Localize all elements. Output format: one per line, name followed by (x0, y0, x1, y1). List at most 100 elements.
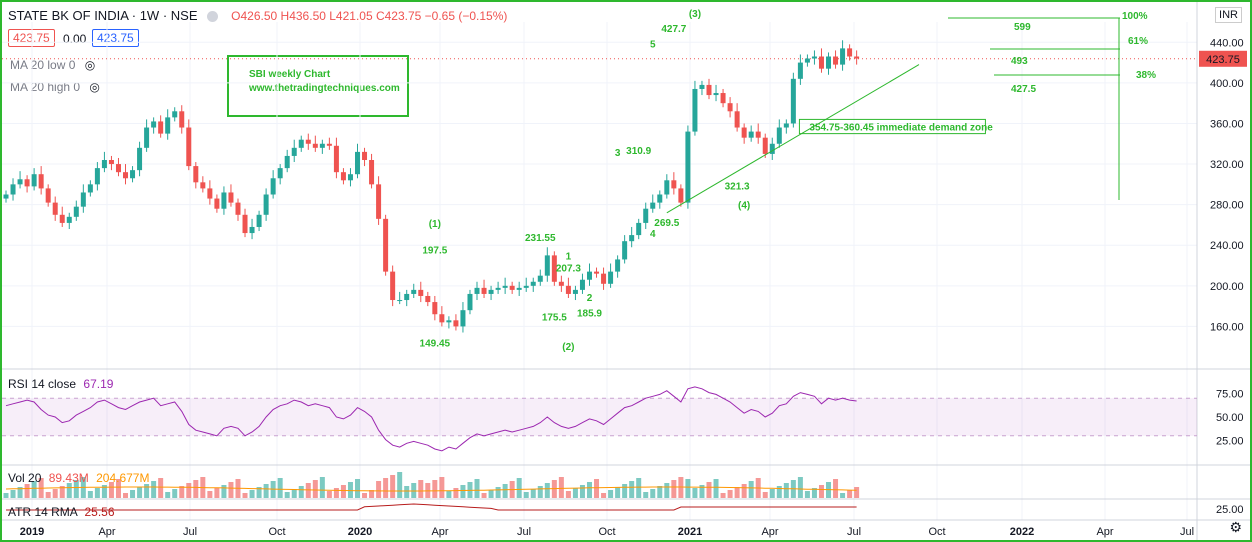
volume-bar (762, 492, 768, 498)
candle-body (790, 78, 796, 124)
volume-bar (643, 492, 649, 498)
candle-body (172, 111, 178, 118)
volume-bar (797, 477, 803, 498)
volume-ma-line (5, 486, 857, 492)
volume-bar (713, 479, 719, 498)
volume-bar (404, 486, 410, 498)
fib-label: 427.5 (1011, 84, 1036, 95)
candle-body (818, 56, 824, 69)
candle-body (263, 194, 269, 215)
candle-body (439, 314, 445, 323)
volume-bar (207, 491, 213, 498)
volume-bar (326, 491, 332, 498)
candle-body (776, 127, 782, 144)
candle-body (221, 192, 227, 209)
y-tick-label: 360.00 (1210, 118, 1244, 130)
volume-bar (17, 487, 23, 498)
atr-value: 25.56 (84, 505, 115, 519)
rsi-legend[interactable]: RSI 14 close 67.19 (8, 377, 113, 391)
candle-body (833, 56, 839, 65)
candle-body (87, 184, 93, 193)
volume-bar (144, 484, 150, 498)
candle-body (854, 56, 860, 59)
candle-body (340, 172, 346, 181)
wave-label: (4) (738, 201, 750, 212)
x-tick-label: 2020 (348, 526, 372, 538)
wave-label: 1 (566, 251, 572, 262)
fib-label: 61% (1128, 36, 1148, 47)
candle-body (165, 117, 171, 134)
candle-body (383, 218, 389, 272)
candle-body (123, 172, 129, 179)
atr-legend[interactable]: ATR 14 RMA 25.56 (8, 505, 115, 519)
volume-bar (481, 493, 487, 498)
candle-body (797, 62, 803, 79)
bid-pill[interactable]: 423.75 (8, 29, 55, 47)
volume-bar (523, 492, 529, 498)
candle-body (207, 188, 213, 199)
ohlc-values: O426.50 H436.50 L421.05 C423.75 −0.65 (−… (231, 9, 508, 23)
candle-body (643, 208, 649, 223)
candle-body (249, 226, 255, 234)
volume-bar (720, 493, 726, 498)
volume-bar (854, 487, 860, 498)
candle-body (664, 180, 670, 195)
x-tick-label: Apr (761, 526, 778, 538)
volume-bar (650, 489, 656, 498)
candle-body (713, 93, 719, 96)
favorite-icon[interactable] (206, 11, 218, 23)
volume-legend[interactable]: Vol 20 89.43M 204.677M (8, 471, 149, 485)
candle-body (502, 285, 508, 288)
symbol-title[interactable]: STATE BK OF INDIA · 1W · NSE (8, 8, 198, 23)
candle-body (312, 143, 318, 148)
candle-body (101, 160, 107, 169)
annotation-line2: www.thetradingtechniques.com (249, 83, 400, 94)
eye-hidden-icon[interactable]: ◎ (89, 80, 100, 94)
ma-high-legend[interactable]: MA 20 high 0 ◎ (10, 80, 100, 94)
wave-label: 310.9 (626, 146, 651, 157)
candle-body (115, 164, 121, 173)
candle-body (73, 206, 79, 217)
volume-bar (249, 490, 255, 498)
volume-bar (108, 482, 114, 498)
volume-bar (615, 487, 621, 498)
y-tick-label: 400.00 (1210, 78, 1244, 90)
candle-body (579, 279, 585, 290)
candle-body (158, 121, 164, 134)
y-tick-label: 160.00 (1210, 321, 1244, 333)
candle-body (333, 145, 339, 173)
volume-bar (24, 484, 30, 498)
settings-icon[interactable]: ⚙ (1229, 519, 1242, 535)
annotation-box[interactable]: SBI weekly Chart www.thetradingtechnique… (227, 55, 409, 117)
vol-value1: 89.43M (48, 471, 89, 485)
ma-low-legend[interactable]: MA 20 low 0 ◎ (10, 58, 95, 72)
candle-body (242, 214, 248, 234)
currency-button[interactable]: INR (1215, 7, 1242, 23)
volume-bar (284, 492, 290, 498)
candle-body (319, 143, 325, 148)
atr-label: ATR 14 RMA (8, 505, 78, 519)
candle-body (495, 287, 501, 290)
volume-bar (347, 482, 353, 498)
vol-value2: 204.677M (96, 471, 150, 485)
ask-pill[interactable]: 423.75 (92, 29, 139, 47)
volume-bar (369, 490, 375, 498)
rsi-band (2, 398, 1197, 436)
candle-body (144, 127, 150, 148)
volume-bar (165, 492, 171, 498)
volume-bar (87, 491, 93, 498)
volume-bar (66, 483, 72, 498)
candle-body (657, 194, 663, 203)
volume-bar (804, 491, 810, 498)
candle-body (298, 139, 304, 148)
candle-body (840, 48, 846, 65)
wave-label: (1) (429, 219, 441, 230)
volume-bar (706, 482, 712, 498)
volume-bar (383, 478, 389, 498)
candle-body (685, 131, 691, 203)
volume-bar (298, 486, 304, 498)
eye-hidden-icon[interactable]: ◎ (84, 58, 96, 72)
volume-bar (376, 481, 382, 498)
volume-bar (390, 475, 396, 498)
